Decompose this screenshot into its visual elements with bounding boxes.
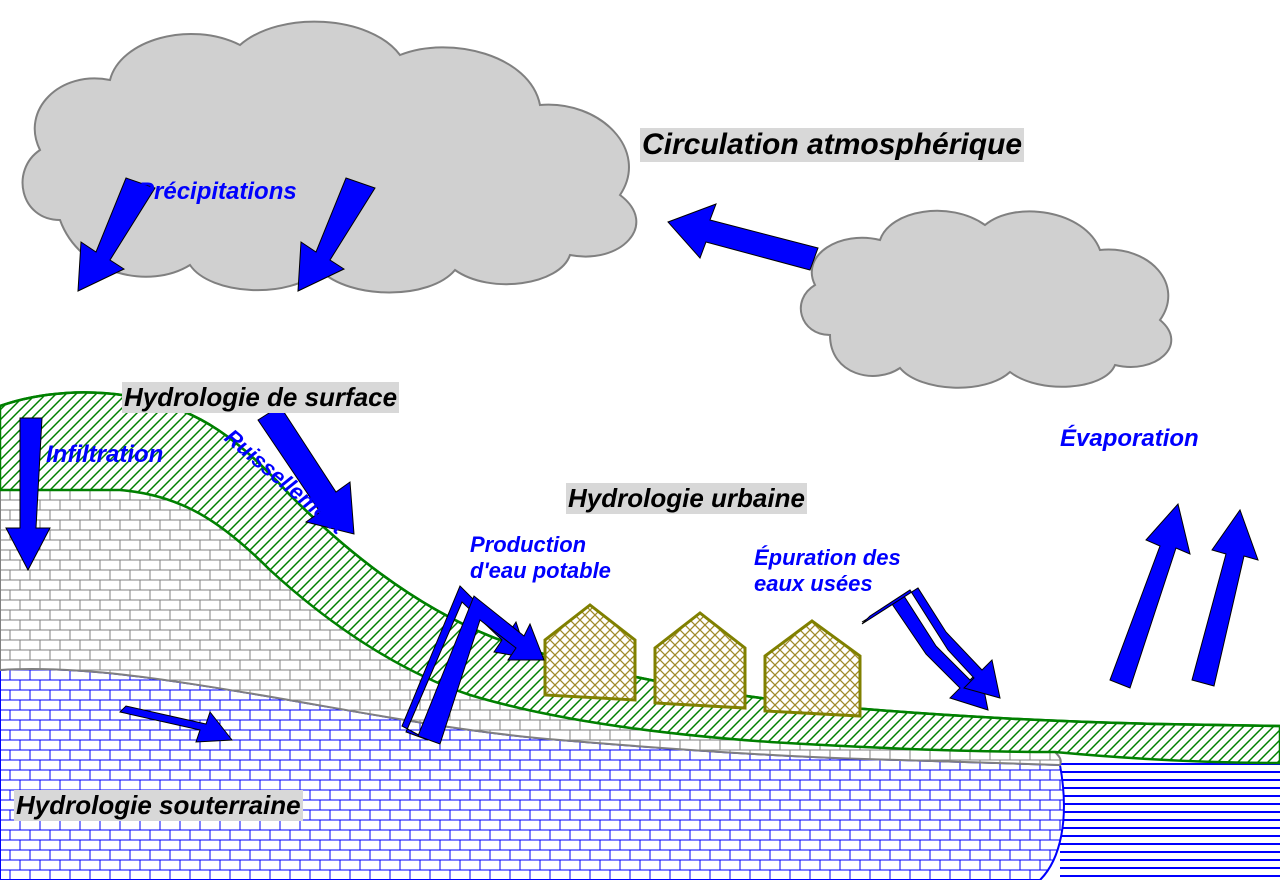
arrow-circulation bbox=[668, 204, 818, 270]
label-circulation: Circulation atmosphérique bbox=[640, 128, 1024, 162]
label-hydro-souterraine: Hydrologie souterraine bbox=[14, 790, 303, 821]
house-2 bbox=[655, 613, 745, 708]
diagram-canvas: Circulation atmosphérique Précipitations… bbox=[0, 0, 1280, 880]
sea-layer bbox=[1060, 763, 1280, 880]
cloud-small bbox=[801, 211, 1171, 388]
arrow-evap-right bbox=[1192, 510, 1258, 686]
label-hydro-surface: Hydrologie de surface bbox=[122, 382, 399, 413]
house-3 bbox=[765, 621, 860, 716]
label-hydro-urbaine: Hydrologie urbaine bbox=[566, 483, 807, 514]
label-precipitations: Précipitations bbox=[138, 178, 297, 206]
house-1 bbox=[545, 605, 635, 700]
label-infiltration: Infiltration bbox=[46, 441, 163, 469]
label-epuration: Épuration des eaux usées bbox=[754, 545, 901, 597]
label-evaporation: Évaporation bbox=[1060, 425, 1199, 453]
label-production: Production d'eau potable bbox=[470, 532, 611, 584]
arrow-evap-left bbox=[1110, 504, 1190, 688]
